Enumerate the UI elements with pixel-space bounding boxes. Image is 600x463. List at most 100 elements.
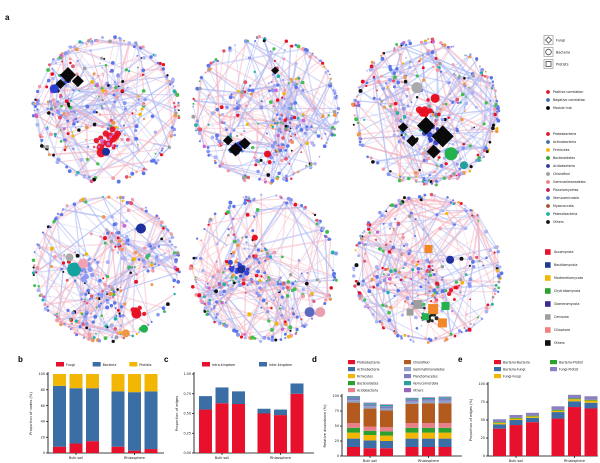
node <box>113 80 116 84</box>
node <box>322 144 327 149</box>
edge <box>71 131 93 182</box>
node <box>434 336 438 340</box>
node <box>173 133 177 137</box>
node <box>124 68 129 72</box>
edge <box>208 221 225 273</box>
node <box>170 133 173 136</box>
node <box>92 336 96 340</box>
node <box>232 239 237 244</box>
node <box>252 198 256 202</box>
node <box>299 124 301 126</box>
edge <box>275 279 308 299</box>
node <box>234 236 237 238</box>
node <box>260 249 264 253</box>
bar-segment <box>86 388 99 442</box>
bar-segment <box>438 400 452 404</box>
node <box>463 77 466 80</box>
node <box>135 108 138 111</box>
node <box>441 209 445 213</box>
hub-circle <box>49 84 59 94</box>
node <box>329 77 332 80</box>
node <box>227 206 231 210</box>
node <box>284 156 288 161</box>
node <box>464 209 468 213</box>
edge <box>412 197 449 263</box>
edge <box>264 260 281 306</box>
node <box>406 198 408 201</box>
edge <box>132 113 163 150</box>
node <box>154 263 157 266</box>
bar-segment <box>111 446 125 453</box>
node <box>476 153 480 157</box>
node <box>457 329 462 333</box>
node <box>86 288 91 293</box>
node <box>170 243 173 246</box>
node <box>496 117 499 121</box>
node <box>401 235 405 240</box>
node <box>206 146 210 149</box>
edge <box>389 170 401 179</box>
bar-segment <box>86 441 99 453</box>
node <box>417 260 420 263</box>
node <box>226 284 230 287</box>
node <box>225 244 228 246</box>
node <box>431 269 434 271</box>
node <box>232 128 236 132</box>
bar-segment <box>128 374 141 393</box>
node <box>308 294 312 298</box>
node <box>288 155 290 158</box>
bar-segment <box>438 396 452 398</box>
node <box>141 171 146 176</box>
edge <box>382 140 401 170</box>
y-axis-label: Proportion of edges <box>175 396 179 431</box>
edge <box>208 48 304 67</box>
edge <box>251 278 331 300</box>
node <box>260 306 263 309</box>
node <box>329 73 331 76</box>
node <box>289 102 293 106</box>
node <box>449 332 453 336</box>
edge <box>358 242 371 288</box>
node <box>286 113 290 117</box>
node <box>175 92 178 95</box>
node <box>92 77 95 80</box>
node <box>119 305 124 309</box>
node <box>291 307 294 310</box>
node <box>102 74 105 77</box>
node <box>429 192 434 197</box>
edge <box>230 73 274 98</box>
node <box>173 253 177 257</box>
edge <box>450 85 466 102</box>
bar-segment <box>144 449 158 453</box>
node <box>422 177 426 180</box>
node <box>61 208 65 211</box>
edge <box>478 108 496 161</box>
node <box>114 245 117 248</box>
hub-diamond <box>431 125 454 148</box>
bar-segment <box>215 387 229 404</box>
node <box>143 261 147 265</box>
node <box>192 267 194 270</box>
edge <box>442 261 457 283</box>
edge <box>245 40 274 128</box>
node <box>280 295 284 299</box>
node <box>468 86 470 89</box>
node <box>61 261 66 265</box>
node <box>68 57 72 61</box>
node <box>121 199 124 203</box>
node <box>283 88 287 92</box>
node <box>400 80 404 84</box>
edge <box>207 70 285 107</box>
node <box>255 35 259 39</box>
node <box>458 167 462 171</box>
node <box>90 41 94 45</box>
node <box>52 153 56 157</box>
node <box>231 253 235 258</box>
node <box>401 232 405 236</box>
bar-segment <box>290 383 304 394</box>
node <box>36 108 39 111</box>
node <box>288 273 293 277</box>
node <box>244 291 247 294</box>
node <box>455 129 459 133</box>
node <box>139 74 142 77</box>
